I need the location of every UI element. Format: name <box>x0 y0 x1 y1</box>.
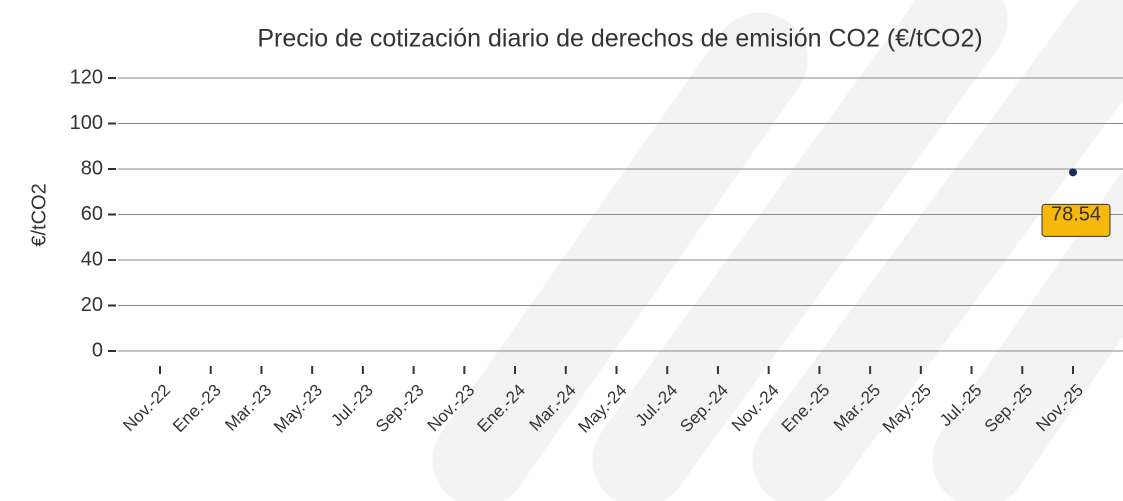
x-tick-label: May.-23 <box>270 381 326 437</box>
y-tick-label: 100 <box>70 112 103 134</box>
y-tick-label: 0 <box>92 339 103 361</box>
y-tick-label: 80 <box>81 157 103 179</box>
chart-title: Precio de cotización diario de derechos … <box>257 25 982 53</box>
y-tick-label: 60 <box>81 203 103 225</box>
x-tick-label: Mar.-23 <box>221 381 275 435</box>
value-label: 78.54 <box>1051 204 1101 226</box>
value-label-box <box>1041 203 1111 237</box>
point <box>1069 168 1077 177</box>
y-tick-label: 120 <box>70 66 103 88</box>
x-tick-label: Jul.-23 <box>327 381 377 431</box>
y-axis-label: €/tCO2 <box>28 183 50 246</box>
y-tick-label: 20 <box>81 294 103 316</box>
y-tick-label: 40 <box>81 248 103 270</box>
x-tick-label: Nov.-22 <box>119 381 174 436</box>
x-tick-label: Ene.-23 <box>169 381 225 437</box>
x-tick-label: Sep.-23 <box>372 381 428 437</box>
